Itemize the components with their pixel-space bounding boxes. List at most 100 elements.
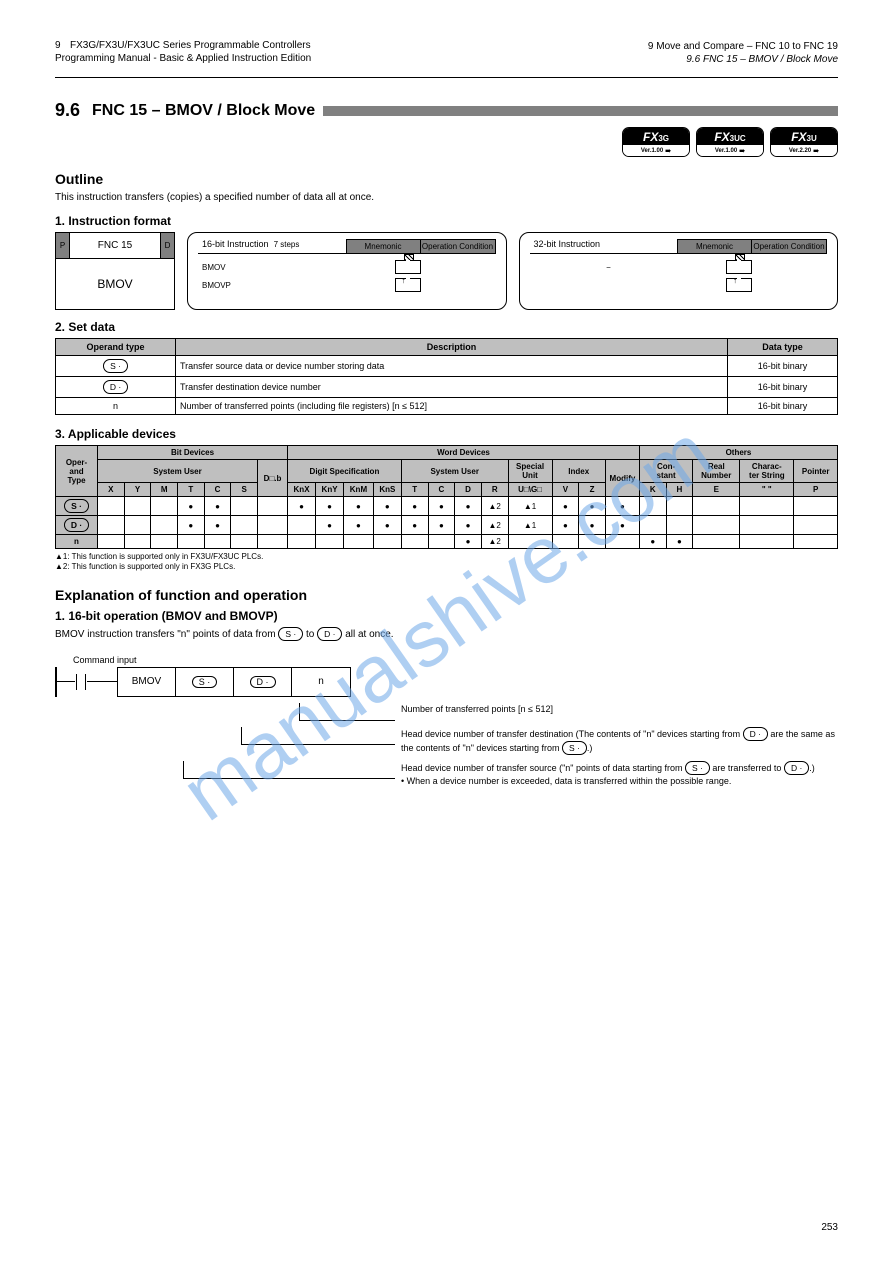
instruction-format: P FNC 15 D BMOV 16-bit Instruction 7 ste… xyxy=(55,232,838,310)
instr-0: BMOV xyxy=(118,668,176,696)
dev-col: C xyxy=(428,483,455,497)
appdev-table: Oper-andType Bit Devices Word Devices Ot… xyxy=(55,445,838,549)
badge-fx3g: FX3G Ver.1.00➠ xyxy=(622,127,690,157)
ladder-label: Command input xyxy=(73,655,838,665)
setdata-col0: Operand type xyxy=(56,339,176,356)
outline-head: Outline xyxy=(55,171,838,187)
operand-s: S · xyxy=(103,359,128,373)
dev-col: R xyxy=(481,483,508,497)
dev-bit: Bit Devices xyxy=(98,446,288,460)
badge-fx3uc: FX3UC Ver.1.00➠ xyxy=(696,127,764,157)
setdata-col2: Data type xyxy=(728,339,838,356)
chapter-line2: 9.6 FNC 15 – BMOV / Block Move xyxy=(648,53,838,66)
section-number: 9.6 xyxy=(55,100,80,121)
explain-0: Number of transferred points [n ≤ 512] xyxy=(395,703,838,721)
dev-col: KnY xyxy=(316,483,344,497)
explain-1: Head device number of transfer destinati… xyxy=(395,727,838,755)
setdata-table: Operand type Description Data type S · T… xyxy=(55,338,838,415)
dev-modify: Modify xyxy=(605,460,639,497)
header-left-line1: FX3G/FX3U/FX3UC Series Programmable Cont… xyxy=(70,40,311,51)
op32-box: 32-bit Instruction Mnemonic Operation Co… xyxy=(519,232,839,310)
header-rule xyxy=(55,77,838,78)
instr-3: n xyxy=(292,668,350,696)
dev-col: KnM xyxy=(344,483,374,497)
fnc-mnemonic: BMOV xyxy=(56,259,174,309)
table-row: S · Transfer source data or device numbe… xyxy=(56,356,838,377)
table-row: D ·●●●●●●●●▲2▲1●●● xyxy=(56,516,838,535)
op16-steps: 7 steps xyxy=(274,240,300,249)
dev-notes: ▲1: This function is supported only in F… xyxy=(55,552,838,573)
dev-col: D xyxy=(455,483,482,497)
dev-col: T xyxy=(178,483,205,497)
badges: FX3G Ver.1.00➠ FX3UC Ver.1.00➠ FX3U Ver.… xyxy=(55,127,838,157)
dev-char: Charac-ter String xyxy=(740,460,794,483)
dev-col: Y xyxy=(124,483,151,497)
dev-col: " " xyxy=(740,483,794,497)
setdata-r1-dtype: 16-bit binary xyxy=(728,377,838,398)
dev-word-sys: System User xyxy=(401,460,508,483)
setdata-head: 2. Set data xyxy=(55,320,838,334)
explain-2: Head device number of transfer source ("… xyxy=(395,761,838,787)
op32-label: 32-bit Instruction xyxy=(534,239,601,249)
fnc-flag-d: D xyxy=(160,233,174,259)
setdata-r0-dtype: 16-bit binary xyxy=(728,356,838,377)
op32-col-cond: Operation Condition xyxy=(752,239,827,254)
op16-row1-mn: BMOVP xyxy=(202,281,352,290)
op16-label: 16-bit Instruction xyxy=(202,239,269,249)
dev-col: X xyxy=(98,483,125,497)
op16-row0-mn: BMOV xyxy=(202,263,352,272)
setdata-r2-desc: Number of transferred points (including … xyxy=(176,398,728,415)
fnc-flag-p: P xyxy=(56,233,70,259)
header-right: 9 Move and Compare – FNC 10 to FNC 19 9.… xyxy=(648,40,838,66)
setdata-r2-dtype: 16-bit binary xyxy=(728,398,838,415)
section-bar-line xyxy=(323,106,838,116)
dev-col: E xyxy=(693,483,740,497)
op16-col-mn: Mnemonic xyxy=(346,239,421,254)
outline-body: This instruction transfers (copies) a sp… xyxy=(55,191,838,204)
section-title: FNC 15 – BMOV / Block Move xyxy=(92,102,315,120)
dev-word-special: SpecialUnit xyxy=(508,460,552,483)
dev-col: T xyxy=(401,483,428,497)
operand-d: D · xyxy=(103,380,128,394)
dev-col: C xyxy=(204,483,231,497)
dev-col: K xyxy=(639,483,666,497)
chapter-line1: 9 Move and Compare – FNC 10 to FNC 19 xyxy=(648,40,838,53)
table-row: n Number of transferred points (includin… xyxy=(56,398,838,415)
dev-word-digit: Digit Specification xyxy=(288,460,402,483)
op32-dash: − xyxy=(534,263,684,272)
dev-col: S xyxy=(231,483,258,497)
dev-note2: ▲2: This function is supported only in F… xyxy=(55,562,838,572)
fnc-number: FNC 15 xyxy=(70,233,160,259)
setdata-col1: Description xyxy=(176,339,728,356)
funcops-sub: 1. 16-bit operation (BMOV and BMOVP) xyxy=(55,609,838,623)
format-head: 1. Instruction format xyxy=(55,214,838,228)
dev-col: KnS xyxy=(373,483,401,497)
funcops-body: BMOV instruction transfers "n" points of… xyxy=(55,627,838,641)
dev-col: V xyxy=(552,483,579,497)
header-left-line2: Programming Manual - Basic & Applied Ins… xyxy=(55,53,311,64)
badge-fx3u: FX3U Ver.2.20➠ xyxy=(770,127,838,157)
op16-col-cond: Operation Condition xyxy=(421,239,496,254)
dev-bit-digit: D□.b xyxy=(258,460,288,497)
dev-col: KnX xyxy=(288,483,316,497)
table-row: n●▲2●● xyxy=(56,535,838,549)
dev-real: RealNumber xyxy=(693,460,740,483)
dev-word-index: Index xyxy=(552,460,605,483)
dev-bit-sys: System User xyxy=(98,460,258,483)
instr-1: S · xyxy=(192,676,218,688)
instr-2: D · xyxy=(250,676,276,688)
dev-note1: ▲1: This function is supported only in F… xyxy=(55,552,838,562)
dev-others: Others xyxy=(639,446,837,460)
dev-col: P xyxy=(794,483,838,497)
fnc-box: P FNC 15 D BMOV xyxy=(55,232,175,310)
dev-col: Z xyxy=(579,483,606,497)
ladder-diagram: Command input BMOV S · D · n N xyxy=(55,655,838,787)
operand-n: n xyxy=(56,398,176,415)
dev-col: M xyxy=(151,483,178,497)
section-bar: 9.6 FNC 15 – BMOV / Block Move xyxy=(55,100,838,121)
dev-col: H xyxy=(666,483,693,497)
setdata-r1-desc: Transfer destination device number xyxy=(176,377,728,398)
dev-col: U□\G□ xyxy=(508,483,552,497)
op16-box: 16-bit Instruction 7 steps Mnemonic Oper… xyxy=(187,232,507,310)
page-footer: 253 xyxy=(821,1222,838,1233)
